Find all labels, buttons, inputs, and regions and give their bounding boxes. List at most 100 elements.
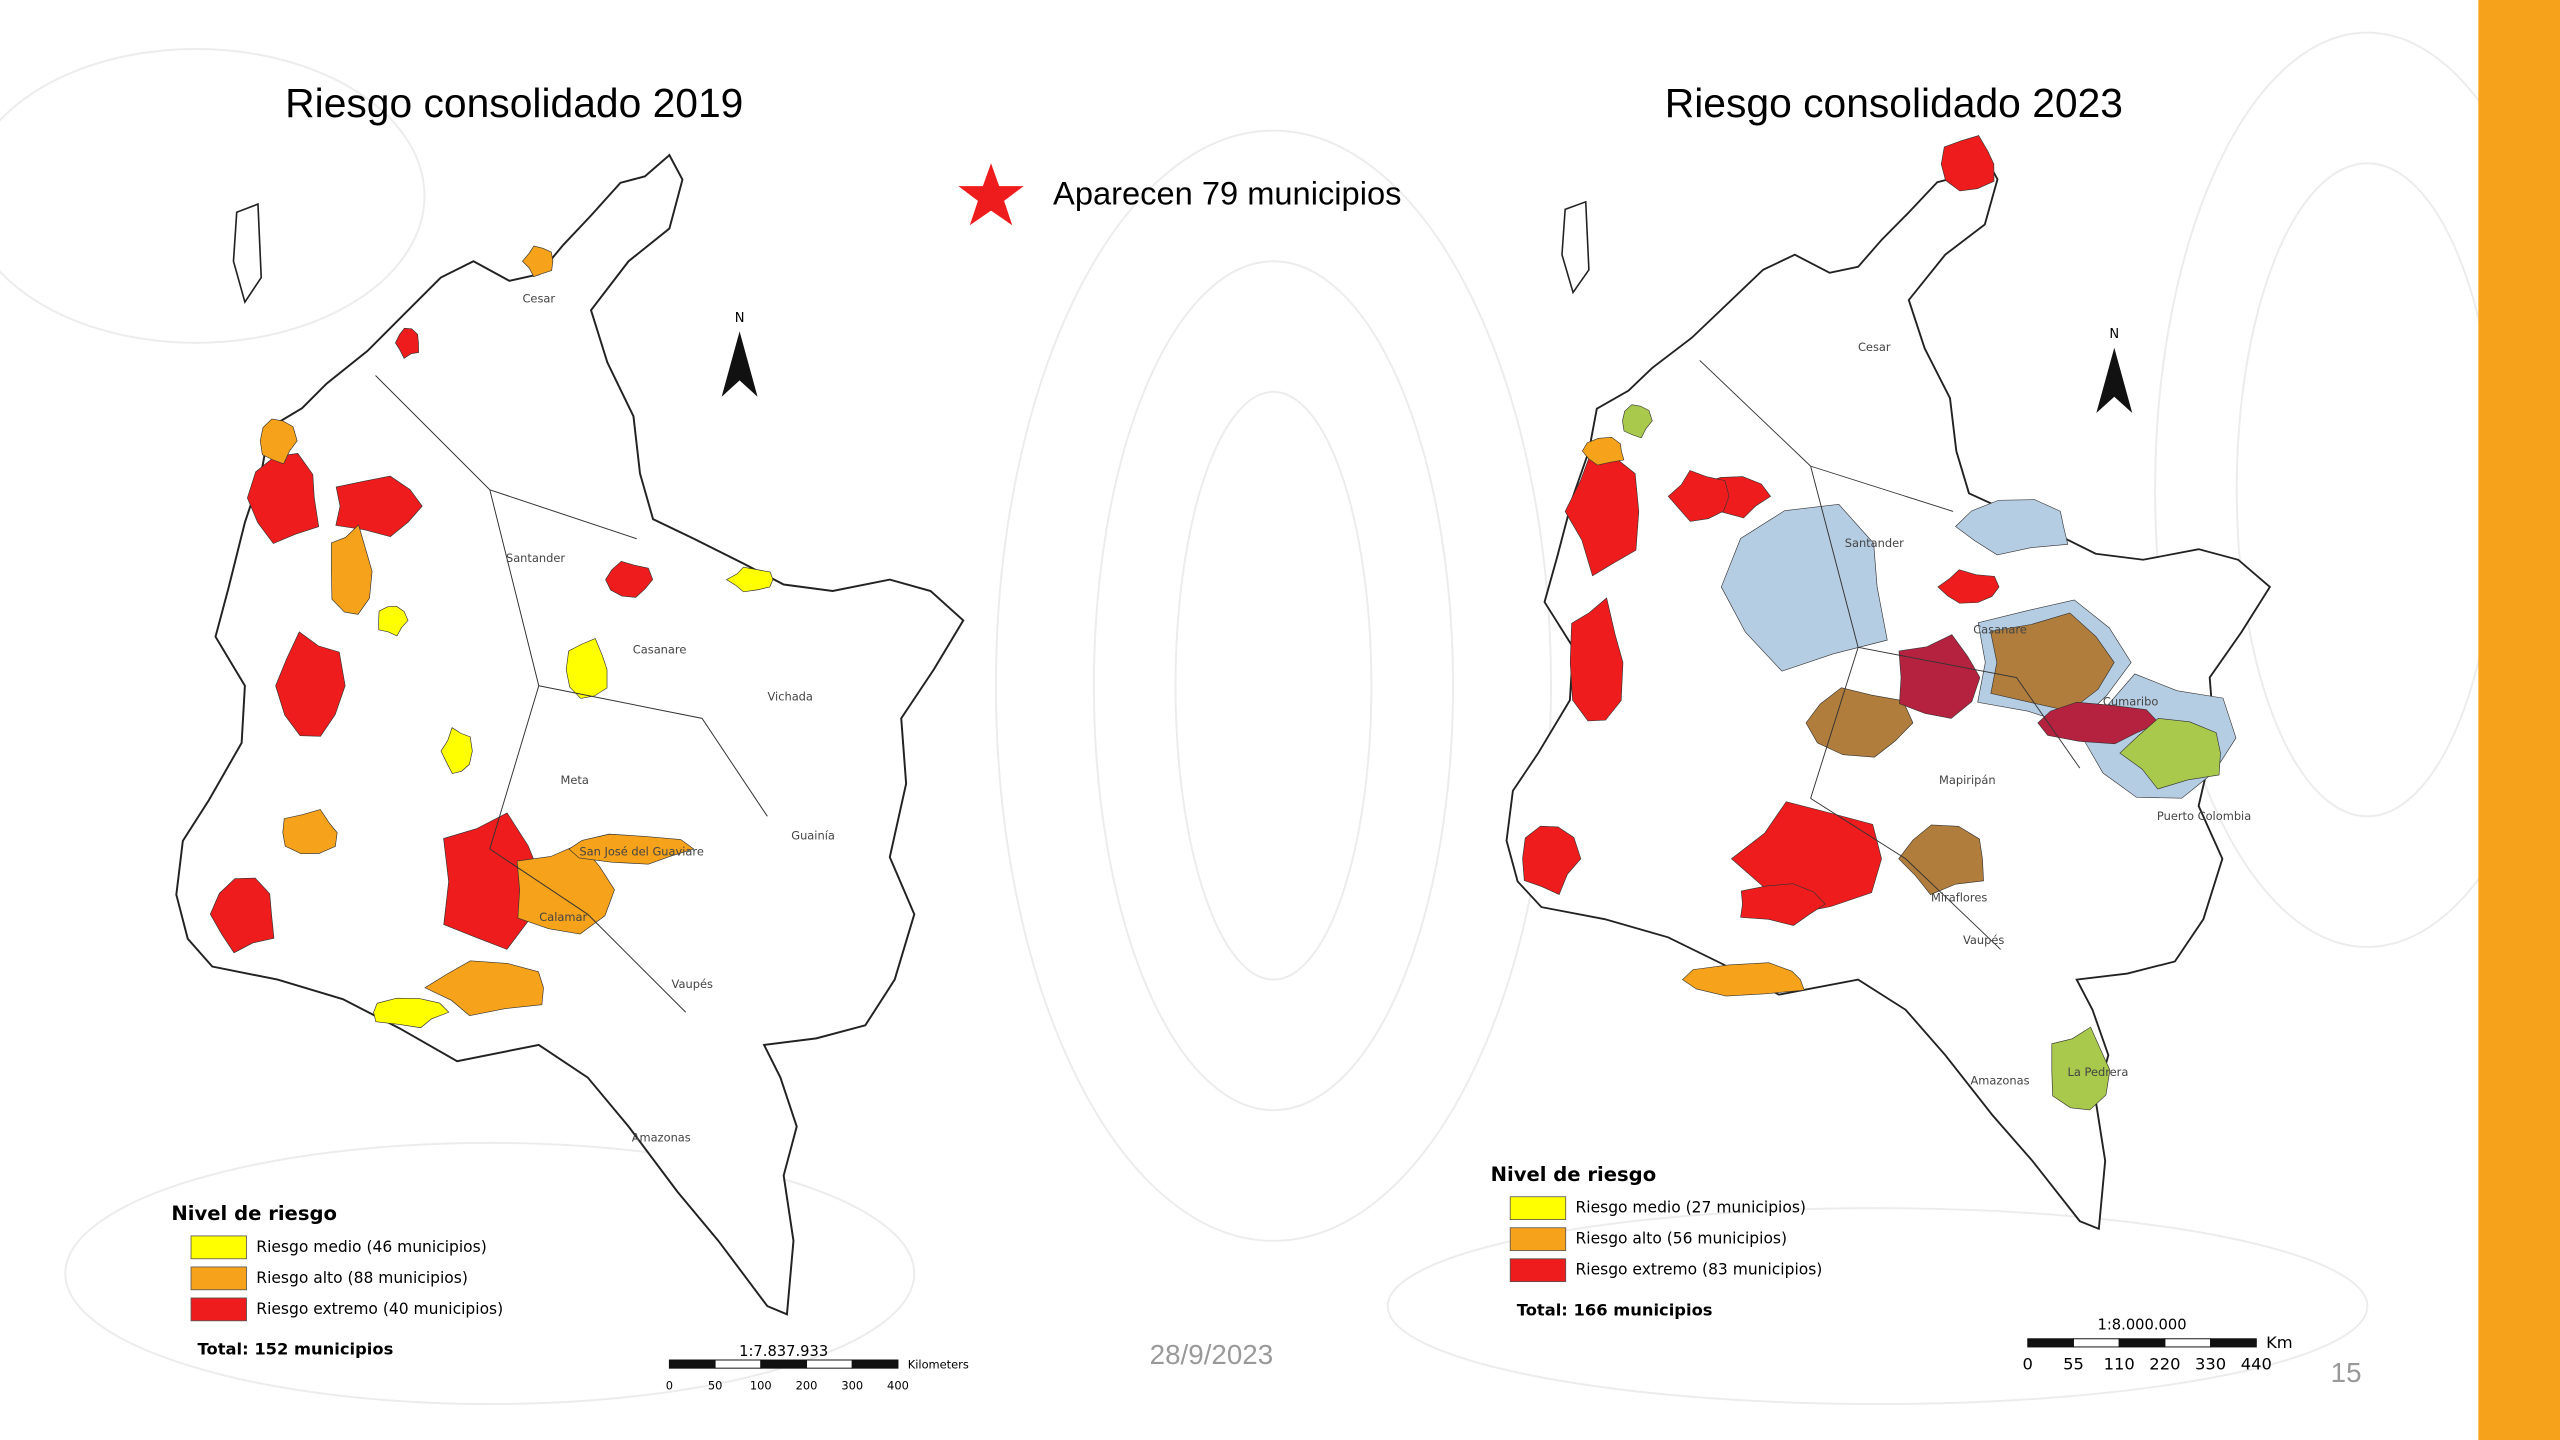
risk-area [259, 418, 298, 465]
scale-segment [851, 1359, 899, 1369]
legend-label: Riesgo extremo (40 municipios) [256, 1300, 503, 1318]
department-border [489, 489, 637, 540]
map [175, 153, 965, 1316]
department-border [1858, 646, 2081, 769]
legend-swatch [1509, 1196, 1567, 1220]
risk-area [331, 524, 373, 615]
risk-area [1898, 634, 1981, 719]
risk-area [440, 727, 473, 774]
scale-tick-label: 200 [796, 1379, 818, 1393]
place-label: Vichada [767, 690, 812, 704]
legend-swatch [1509, 1227, 1567, 1252]
place-label: Casanare [1973, 623, 2027, 637]
place-label: Amazonas [632, 1130, 691, 1144]
country-outline [1505, 155, 2272, 1231]
risk-area [246, 453, 320, 544]
scale-tick-label: 440 [2241, 1354, 2272, 1373]
risk-area [1937, 569, 2000, 604]
date: 28/9/2023 [1150, 1339, 1273, 1370]
risk-area [1720, 504, 1888, 672]
legend-label: Riesgo medio (27 municipios) [1576, 1199, 1806, 1217]
place-label: Mapiripán [1939, 773, 1996, 787]
scale-segment [2210, 1338, 2257, 1348]
scale-tick-label: 0 [666, 1379, 673, 1393]
scale-segment [2072, 1338, 2120, 1348]
map-title: Riesgo consolidado 2019 [285, 80, 743, 126]
risk-area [1622, 404, 1653, 439]
north-label: N [735, 311, 745, 326]
risk-area [1682, 962, 1805, 997]
risk-area [1522, 825, 1582, 895]
place-label: Casanare [633, 642, 687, 656]
scale-tick-label: 400 [887, 1379, 909, 1393]
page-number: 15 [2331, 1357, 2362, 1388]
risk-area [568, 833, 695, 865]
scale-segment [806, 1359, 853, 1369]
scale-segment [2118, 1338, 2166, 1348]
risk-area [1940, 135, 1995, 192]
scale-tick-label: 300 [841, 1379, 863, 1393]
department-border [1699, 360, 1859, 799]
risk-area [2119, 718, 2221, 790]
accent-bar [2478, 0, 2560, 1440]
legend-label: Riesgo medio (46 municipios) [256, 1238, 486, 1256]
island [232, 202, 263, 304]
place-label: Miraflores [1931, 890, 1987, 904]
scale-tick-label: 0 [2023, 1354, 2033, 1373]
risk-area [1564, 447, 1640, 577]
scale-unit: Km [2266, 1333, 2293, 1352]
scale-tick-label: 55 [2063, 1354, 2084, 1373]
legend-swatch [190, 1297, 247, 1322]
place-label: Guainía [791, 828, 835, 842]
north-arrow [721, 331, 758, 397]
legend-total: Total: 152 municipios [198, 1340, 394, 1359]
north-label: N [2109, 327, 2119, 342]
risk-area [1582, 436, 1625, 466]
map [1505, 135, 2272, 1231]
legend-swatch [190, 1266, 247, 1291]
place-label: Vaupés [672, 977, 713, 991]
risk-area [1955, 499, 2069, 556]
risk-area [209, 877, 275, 954]
map-title: Riesgo consolidado 2023 [1665, 80, 2123, 126]
risk-area [1569, 597, 1624, 722]
scale-segment [760, 1359, 808, 1369]
risk-area [605, 560, 654, 598]
risk-area [424, 960, 544, 1017]
scale-segment [714, 1359, 762, 1369]
department-border [1810, 797, 2001, 950]
department-border [538, 685, 768, 817]
scale-ratio: 1:7.837.933 [739, 1343, 828, 1360]
scale-ratio: 1:8.000.000 [2098, 1317, 2187, 1334]
scale-tick-label: 50 [708, 1379, 723, 1393]
place-label: Calamar [539, 910, 587, 924]
scale-tick-label: 100 [750, 1379, 772, 1393]
star-icon [958, 163, 1024, 226]
place-label: La Pedrera [2068, 1065, 2129, 1079]
scale-tick-label: 110 [2104, 1354, 2135, 1373]
risk-area [373, 997, 450, 1029]
legend-swatch [190, 1235, 247, 1260]
place-label: Cumaribo [2103, 695, 2158, 709]
risk-area [725, 566, 774, 593]
risk-area [2051, 1026, 2111, 1111]
north-arrow [2096, 347, 2133, 414]
scale-segment [2027, 1338, 2074, 1348]
scale-segment [668, 1359, 716, 1369]
department-border [375, 375, 540, 850]
legend-title: Nivel de riesgo [1491, 1163, 1657, 1186]
place-label: Amazonas [1970, 1073, 2029, 1087]
risk-area [1898, 824, 1984, 895]
place-label: San José del Guaviare [579, 845, 704, 859]
annotation: Aparecen 79 municipios [1053, 175, 1401, 212]
scale-tick-label: 220 [2149, 1354, 2180, 1373]
scale-tick-label: 330 [2195, 1354, 2226, 1373]
risk-area [378, 605, 409, 637]
department-border [1810, 465, 1954, 512]
legend-title: Nivel de riesgo [171, 1202, 337, 1225]
place-label: Santander [506, 551, 565, 565]
legend-label: Riesgo alto (88 municipios) [256, 1269, 468, 1287]
place-label: Vaupés [1963, 933, 2004, 947]
